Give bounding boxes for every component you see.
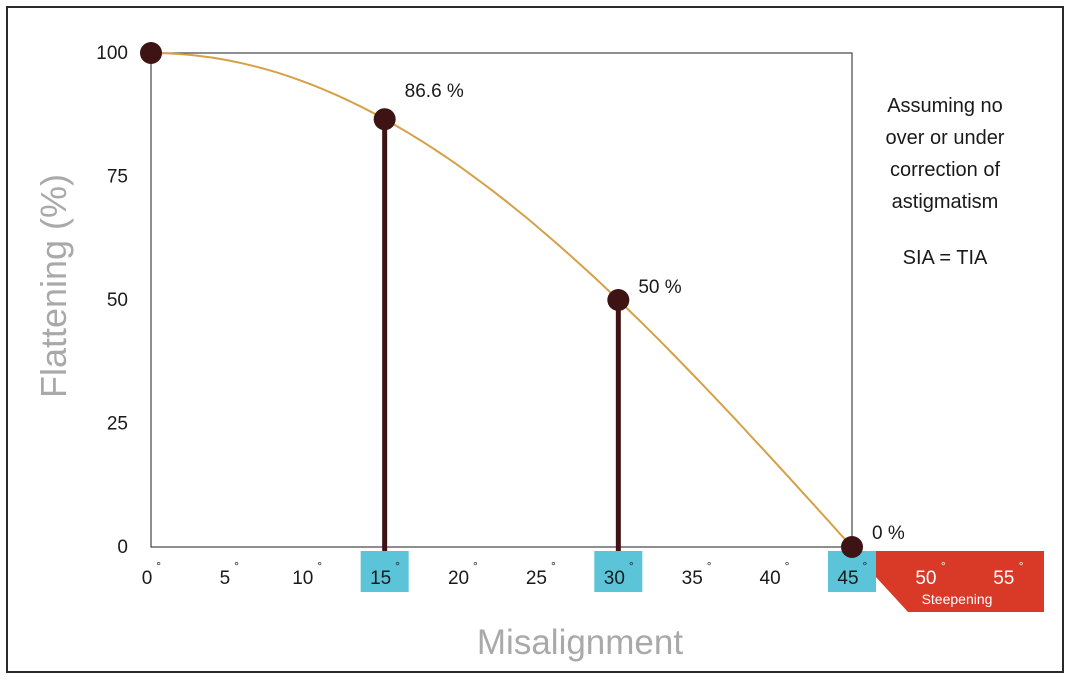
x-tick-highlight-30 (594, 551, 643, 592)
y-tick-label-50: 50 (107, 290, 128, 311)
flattening-curve (150, 52, 853, 548)
x-tick-degree-40: ° (785, 559, 790, 573)
data-point-45 (841, 536, 863, 558)
x-tick-degree-45: ° (863, 559, 868, 573)
x-tick-label-50: 50 (915, 568, 936, 589)
x-tick-degree-25: ° (551, 559, 556, 573)
y-tick-label-100: 100 (96, 43, 128, 64)
plot-area (150, 52, 853, 548)
x-tick-degree-15: ° (395, 559, 400, 573)
steepening-region (852, 551, 1044, 612)
note-line-1: Assuming no (887, 95, 1003, 117)
x-tick-degree-50: ° (941, 559, 946, 573)
x-tick-label-25: 25 (526, 568, 547, 589)
y-tick-label-25: 25 (107, 414, 128, 435)
x-tick-label-30: 30 (604, 568, 625, 589)
x-tick-labels: 0°5°10°15°20°25°30°35°40°45°50°55° (142, 559, 1024, 589)
x-tick-label-40: 40 (760, 568, 781, 589)
y-tick-label-75: 75 (107, 167, 128, 188)
x-tick-label-15: 15 (370, 568, 391, 589)
x-tick-degree-20: ° (473, 559, 478, 573)
note-line-2: over or under (886, 127, 1005, 149)
data-label-30: 50 % (638, 277, 681, 298)
note-equation: SIA = TIA (903, 247, 988, 269)
markers (140, 42, 863, 558)
x-tick-label-5: 5 (220, 568, 231, 589)
x-tick-label-35: 35 (682, 568, 703, 589)
y-axis-title: Flattening (%) (33, 174, 74, 398)
x-tick-label-45: 45 (837, 568, 858, 589)
x-tick-label-20: 20 (448, 568, 469, 589)
y-tick-labels: 0 25 50 75 100 (96, 43, 128, 558)
note-line-3: correction of (890, 159, 1000, 181)
x-axis-title: Misalignment (477, 623, 683, 662)
assumption-note: Assuming no over or under correction of … (886, 95, 1005, 269)
x-tick-highlight-15 (360, 551, 409, 592)
note-line-4: astigmatism (892, 191, 999, 213)
data-point-15 (373, 108, 396, 131)
x-tick-degree-10: ° (317, 559, 322, 573)
drop-lines (382, 119, 621, 551)
x-tick-label-0: 0 (142, 568, 153, 589)
x-tick-degree-30: ° (629, 559, 634, 573)
data-label-15: 86.6 % (405, 81, 464, 102)
data-label-45: 0 % (872, 523, 905, 544)
x-tick-degree-0: ° (156, 559, 161, 573)
steepening-label: Steepening (922, 591, 993, 607)
x-tick-degree-5: ° (234, 559, 239, 573)
x-tick-degree-35: ° (707, 559, 712, 573)
x-tick-degree-55: ° (1019, 559, 1024, 573)
x-tick-label-10: 10 (292, 568, 313, 589)
marker-annotations: 86.6 % 50 % 0 % (405, 81, 905, 544)
data-point-30 (607, 289, 630, 311)
y-tick-label-0: 0 (117, 537, 128, 558)
x-tick-label-55: 55 (993, 568, 1014, 589)
data-point-0 (140, 42, 162, 64)
